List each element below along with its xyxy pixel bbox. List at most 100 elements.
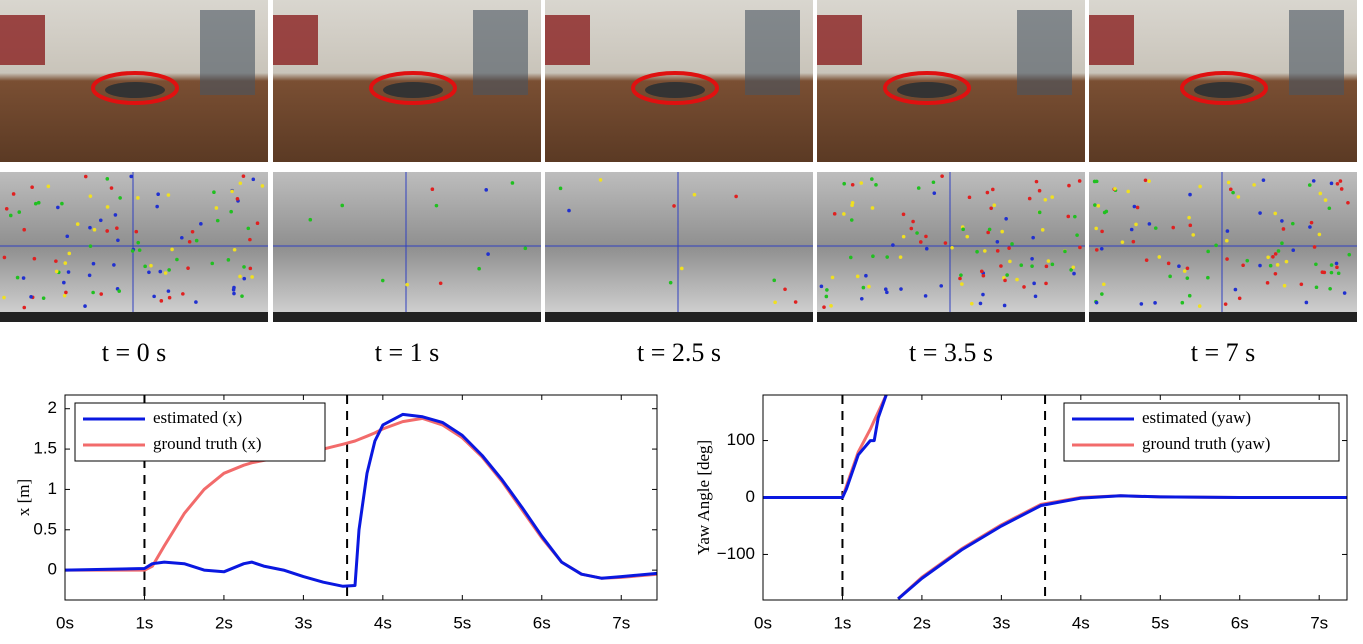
feature-point — [56, 205, 60, 210]
x-tick-label: 1s — [833, 613, 851, 632]
feature-point — [230, 189, 234, 194]
feature-point — [1188, 192, 1192, 197]
feature-point — [1147, 222, 1152, 226]
feature-point — [92, 227, 97, 232]
feature-point — [36, 200, 41, 205]
feature-point — [158, 269, 163, 274]
status-bar — [817, 312, 1085, 322]
feature-point — [2, 295, 6, 300]
y-tick-label: 100 — [727, 430, 755, 449]
feature-point — [1335, 181, 1340, 186]
feature-point — [250, 275, 254, 279]
feature-point — [1329, 263, 1334, 267]
feature-point — [1291, 248, 1296, 253]
feature-point — [1153, 226, 1158, 230]
quadrocopter — [105, 82, 165, 98]
feature-point — [943, 241, 948, 245]
feature-point — [199, 222, 203, 226]
feature-point — [1329, 270, 1334, 275]
car — [817, 15, 862, 65]
feature-point — [484, 188, 489, 192]
feature-point — [909, 226, 914, 231]
caption: t = 7 s — [1191, 338, 1256, 367]
feature-point — [1334, 261, 1339, 266]
feature-point — [1187, 293, 1192, 298]
x-tick-label: 6s — [1231, 613, 1249, 632]
status-bar — [0, 312, 268, 322]
feature-point — [194, 238, 199, 243]
onboard-view — [545, 172, 813, 322]
feature-point — [1094, 300, 1099, 305]
feature-point — [248, 237, 252, 242]
feature-point — [1147, 179, 1151, 183]
feature-point — [1022, 285, 1026, 289]
feature-point — [1273, 271, 1278, 276]
feature-point — [32, 256, 37, 261]
feature-point — [87, 273, 92, 278]
legend-box — [1063, 402, 1340, 462]
quadrocopter — [645, 82, 705, 98]
feature-point — [62, 280, 66, 285]
feature-point — [986, 230, 990, 235]
feature-point — [88, 225, 92, 230]
feature-point — [430, 187, 435, 192]
feature-point — [1143, 178, 1148, 183]
feature-point — [1280, 241, 1284, 246]
quadrocopter — [383, 82, 443, 98]
feature-point — [793, 300, 798, 304]
feature-point — [961, 227, 965, 232]
feature-point — [1139, 302, 1144, 306]
feature-point — [1104, 209, 1109, 214]
data-line — [64, 412, 658, 588]
feature-point — [1030, 264, 1034, 268]
feature-point — [924, 246, 929, 251]
feature-point — [181, 292, 185, 296]
feature-point — [246, 226, 251, 231]
feature-point — [995, 239, 1000, 244]
feature-point — [54, 259, 58, 263]
y-axis-label: x [m] — [14, 479, 33, 516]
feature-point — [1327, 206, 1332, 211]
feature-point — [1268, 263, 1273, 268]
feature-point — [960, 282, 964, 286]
feature-point — [194, 300, 198, 304]
feature-point — [105, 177, 110, 181]
feature-point — [1339, 187, 1344, 191]
feature-point — [405, 282, 410, 287]
x-tick-label: 5s — [1151, 613, 1169, 632]
feature-point — [1231, 190, 1235, 195]
x-tick-label: 2s — [913, 613, 931, 632]
shelf — [200, 10, 255, 95]
feature-point — [1078, 245, 1082, 250]
plot-frame — [762, 394, 1348, 601]
feature-point — [692, 192, 697, 197]
feature-point — [680, 266, 684, 271]
legend-label: estimated (yaw) — [1142, 408, 1251, 427]
feature-point — [1226, 180, 1231, 185]
feature-point — [98, 218, 103, 223]
feature-point — [1314, 285, 1319, 290]
feature-point — [969, 301, 974, 306]
feature-point — [1233, 287, 1238, 292]
feature-point — [1050, 195, 1054, 199]
feature-point — [991, 187, 995, 192]
feature-point — [1131, 239, 1136, 244]
feature-point — [885, 290, 889, 295]
feature-point — [214, 206, 219, 210]
feature-point — [308, 217, 313, 222]
highlight-circle — [883, 71, 971, 105]
feature-point — [979, 269, 984, 274]
feature-point — [975, 249, 979, 254]
feature-point — [83, 304, 87, 308]
feature-point — [1317, 232, 1322, 237]
feature-point — [22, 227, 27, 232]
feature-point — [21, 276, 26, 280]
feature-point — [1015, 277, 1019, 282]
x-tick-label: 2s — [215, 613, 233, 632]
feature-point — [867, 284, 871, 289]
feature-point — [923, 294, 928, 298]
feature-point — [1281, 227, 1286, 231]
feature-point — [1311, 179, 1316, 183]
feature-point — [486, 252, 490, 256]
feature-point — [850, 182, 855, 187]
